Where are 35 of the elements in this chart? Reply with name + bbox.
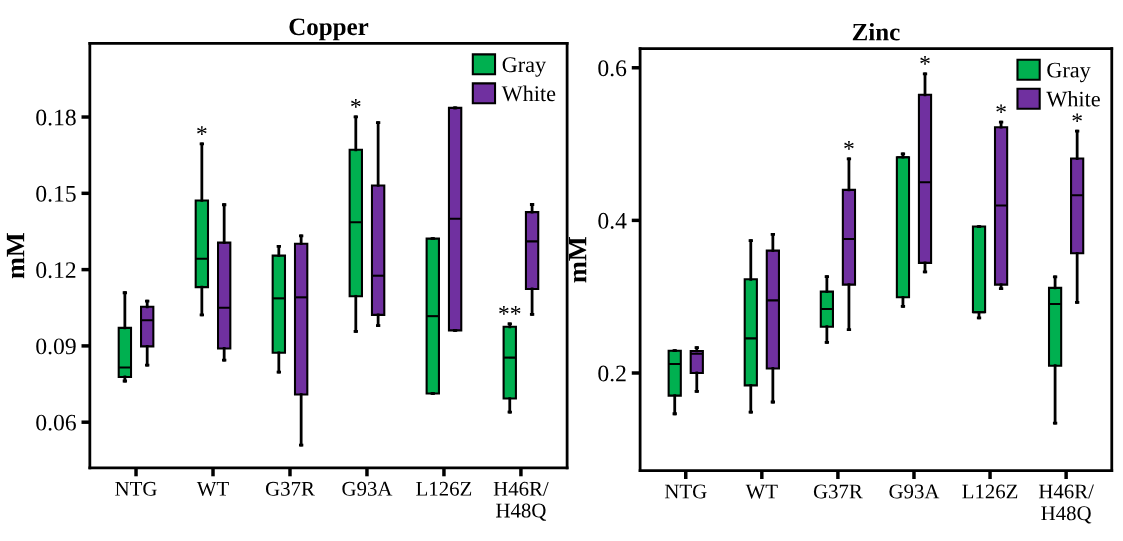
y-tick-label: 0.06 [36, 414, 76, 431]
y-tick-label: 0.6 [598, 60, 627, 77]
x-tick-label: H46R/ H48Q [493, 481, 549, 521]
text: * [844, 141, 854, 150]
legend-label: Gray [502, 57, 547, 77]
x-tick-label: G37R [265, 481, 315, 496]
x-tick-label: WT [745, 484, 778, 499]
legend-label: Gray [1047, 62, 1091, 83]
y-tick-label: 0.4 [598, 212, 627, 229]
chart-title: Copper [289, 18, 369, 41]
x-tick-label: NTG [664, 484, 707, 499]
text: * [1072, 113, 1082, 123]
y-axis-title: mM [6, 232, 25, 279]
text: ** [499, 306, 521, 315]
x-tick-label: L126Z [416, 481, 472, 496]
x-tick-label: G93A [889, 484, 940, 499]
chart-title: Zinc [852, 23, 900, 41]
legend-label: White [1046, 90, 1100, 107]
y-tick-label: 0.15 [36, 185, 76, 202]
x-tick-label: H46R/ H48Q [1038, 484, 1094, 524]
x-tick-label: WT [196, 481, 229, 496]
y-tick-label: 0.12 [36, 262, 76, 279]
x-tick-label: G37R [813, 484, 863, 499]
y-tick-label: 0.18 [36, 109, 76, 126]
text: * [920, 56, 930, 65]
text: * [351, 99, 361, 108]
x-tick-label: L126Z [962, 484, 1018, 499]
legend-label: White [501, 85, 556, 102]
y-tick-label: 0.2 [598, 365, 626, 382]
x-tick-label: NTG [115, 481, 157, 496]
y-tick-label: 0.09 [36, 338, 76, 355]
x-tick-label: G93A [342, 481, 393, 496]
y-axis-title: mM [568, 237, 587, 283]
text: * [996, 104, 1006, 114]
text: * [197, 126, 207, 135]
